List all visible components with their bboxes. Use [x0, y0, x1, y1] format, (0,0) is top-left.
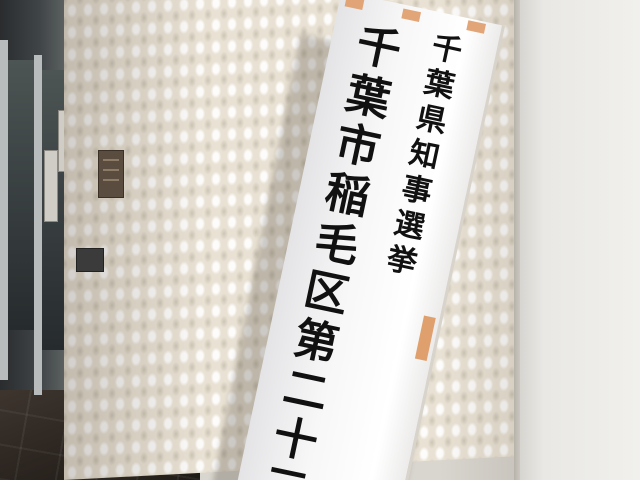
banner-char: 選	[391, 205, 428, 247]
banner-char: 事	[398, 170, 436, 212]
banner-char: 挙	[383, 240, 421, 282]
tape-top-middle	[401, 8, 422, 23]
wall-box	[76, 248, 104, 272]
door-frame-left	[0, 40, 8, 380]
wall-plaque	[98, 150, 124, 198]
banner-char: 県	[413, 100, 451, 141]
door-poster	[44, 150, 58, 222]
door-frame-middle	[34, 55, 42, 395]
smooth-pillar	[520, 0, 640, 480]
tape-side	[414, 315, 436, 362]
glass-door-left	[6, 60, 36, 330]
banner-char: 知	[405, 135, 443, 176]
banner-char: 葉	[420, 64, 458, 106]
tape-top-left	[344, 0, 365, 10]
tape-top-right	[466, 20, 486, 34]
banner-char: 千	[428, 29, 466, 71]
